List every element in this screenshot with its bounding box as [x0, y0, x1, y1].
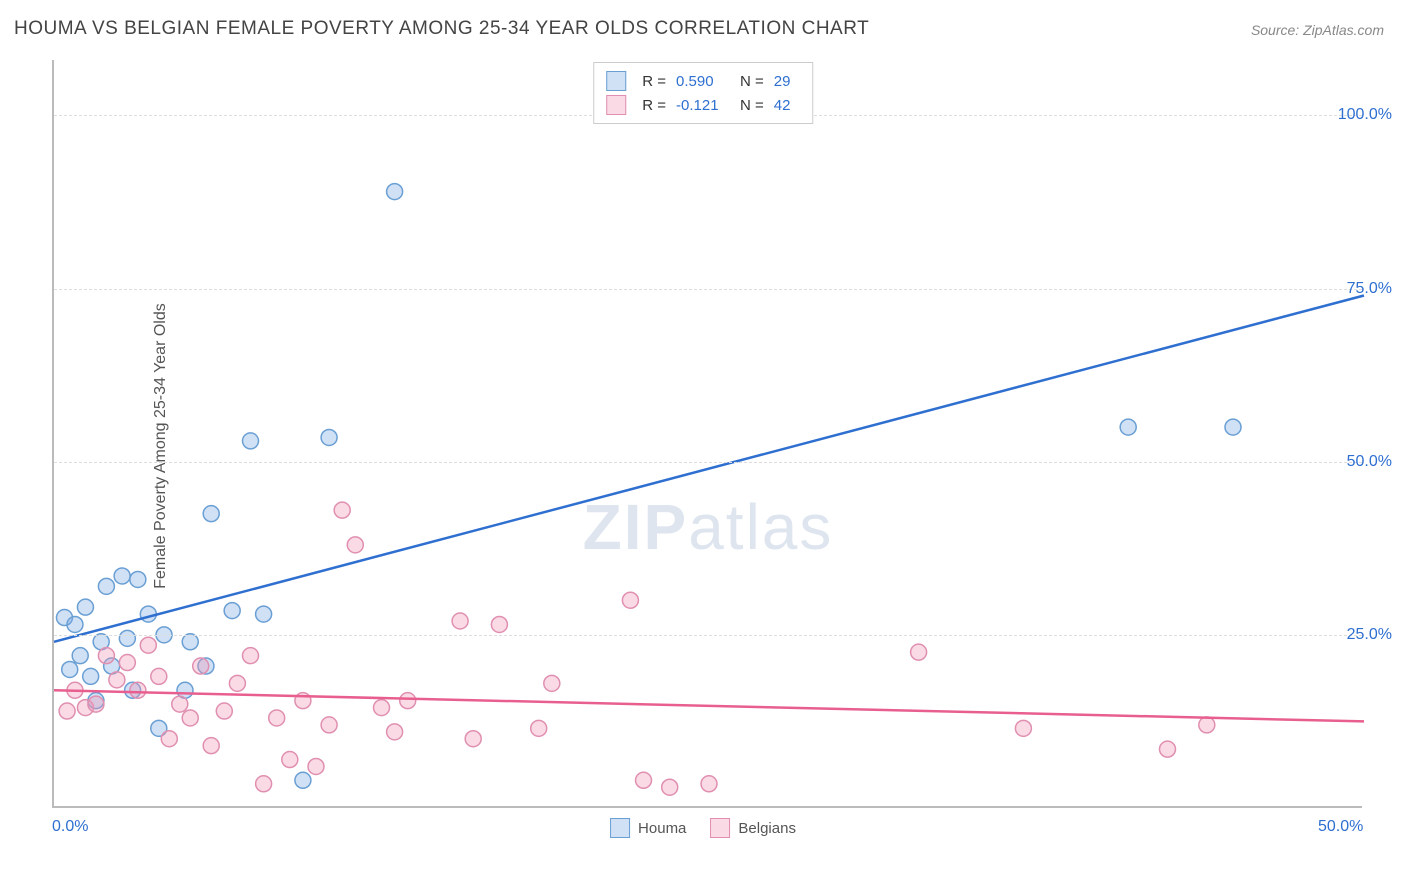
data-point — [88, 696, 104, 712]
data-point — [911, 644, 927, 660]
data-point — [203, 506, 219, 522]
data-point — [67, 616, 83, 632]
data-point — [256, 776, 272, 792]
data-point — [109, 672, 125, 688]
data-point — [491, 616, 507, 632]
data-point — [308, 758, 324, 774]
data-point — [130, 682, 146, 698]
data-point — [130, 571, 146, 587]
legend-stats-row: R = -0.121 N = 42 — [606, 93, 800, 117]
data-point — [531, 720, 547, 736]
data-point — [321, 717, 337, 733]
legend-series-label: Houma — [638, 820, 686, 837]
data-point — [662, 779, 678, 795]
gridline — [54, 635, 1362, 636]
data-point — [182, 634, 198, 650]
data-point — [59, 703, 75, 719]
legend-n-label: N = — [740, 73, 764, 90]
data-point — [1120, 419, 1136, 435]
legend-series-label: Belgians — [738, 820, 796, 837]
legend-swatch — [606, 71, 626, 91]
legend-r-value: 0.590 — [676, 73, 724, 90]
trend-line — [54, 690, 1364, 721]
y-tick-label: 25.0% — [1347, 626, 1392, 644]
data-point — [282, 752, 298, 768]
data-point — [243, 433, 259, 449]
legend-series-item: Belgians — [710, 818, 796, 838]
legend-swatch — [610, 818, 630, 838]
y-tick-label: 100.0% — [1338, 106, 1392, 124]
legend-r-label: R = — [642, 97, 666, 114]
legend-series-item: Houma — [610, 818, 686, 838]
data-point — [224, 603, 240, 619]
data-point — [269, 710, 285, 726]
data-point — [77, 599, 93, 615]
x-tick-label: 0.0% — [52, 818, 88, 836]
data-point — [400, 693, 416, 709]
data-point — [83, 668, 99, 684]
trend-line — [54, 295, 1364, 641]
data-point — [387, 184, 403, 200]
data-point — [62, 661, 78, 677]
data-point — [334, 502, 350, 518]
data-point — [72, 648, 88, 664]
data-point — [1015, 720, 1031, 736]
data-point — [161, 731, 177, 747]
data-point — [151, 668, 167, 684]
plot-area: ZIPatlas — [52, 60, 1362, 808]
data-point — [114, 568, 130, 584]
legend-stats-row: R = 0.590 N = 29 — [606, 69, 800, 93]
data-point — [347, 537, 363, 553]
data-point — [701, 776, 717, 792]
data-point — [321, 429, 337, 445]
data-point — [119, 630, 135, 646]
data-point — [1160, 741, 1176, 757]
y-tick-label: 50.0% — [1347, 453, 1392, 471]
data-point — [622, 592, 638, 608]
legend-n-value: 42 — [774, 97, 800, 114]
gridline — [54, 289, 1362, 290]
legend-r-label: R = — [642, 73, 666, 90]
data-point — [243, 648, 259, 664]
data-point — [256, 606, 272, 622]
chart-title: HOUMA VS BELGIAN FEMALE POVERTY AMONG 25… — [14, 18, 869, 40]
chart-svg — [54, 60, 1362, 806]
source-link[interactable]: ZipAtlas.com — [1303, 22, 1384, 38]
y-tick-label: 75.0% — [1347, 280, 1392, 298]
legend-r-value: -0.121 — [676, 97, 724, 114]
data-point — [98, 648, 114, 664]
data-point — [387, 724, 403, 740]
legend-swatch — [710, 818, 730, 838]
legend-stats: R = 0.590 N = 29 R = -0.121 N = 42 — [593, 62, 813, 124]
data-point — [636, 772, 652, 788]
data-point — [216, 703, 232, 719]
source-attribution: Source: ZipAtlas.com — [1251, 22, 1384, 38]
data-point — [295, 772, 311, 788]
legend-series: Houma Belgians — [610, 818, 796, 838]
legend-swatch — [606, 95, 626, 115]
data-point — [465, 731, 481, 747]
x-tick-label: 50.0% — [1318, 818, 1363, 836]
gridline — [54, 462, 1362, 463]
data-point — [98, 578, 114, 594]
legend-n-label: N = — [740, 97, 764, 114]
data-point — [1225, 419, 1241, 435]
data-point — [203, 738, 219, 754]
data-point — [229, 675, 245, 691]
data-point — [452, 613, 468, 629]
data-point — [1199, 717, 1215, 733]
data-point — [193, 658, 209, 674]
data-point — [182, 710, 198, 726]
legend-n-value: 29 — [774, 73, 800, 90]
data-point — [544, 675, 560, 691]
data-point — [119, 655, 135, 671]
data-point — [172, 696, 188, 712]
data-point — [374, 700, 390, 716]
source-prefix: Source: — [1251, 22, 1303, 38]
data-point — [140, 637, 156, 653]
